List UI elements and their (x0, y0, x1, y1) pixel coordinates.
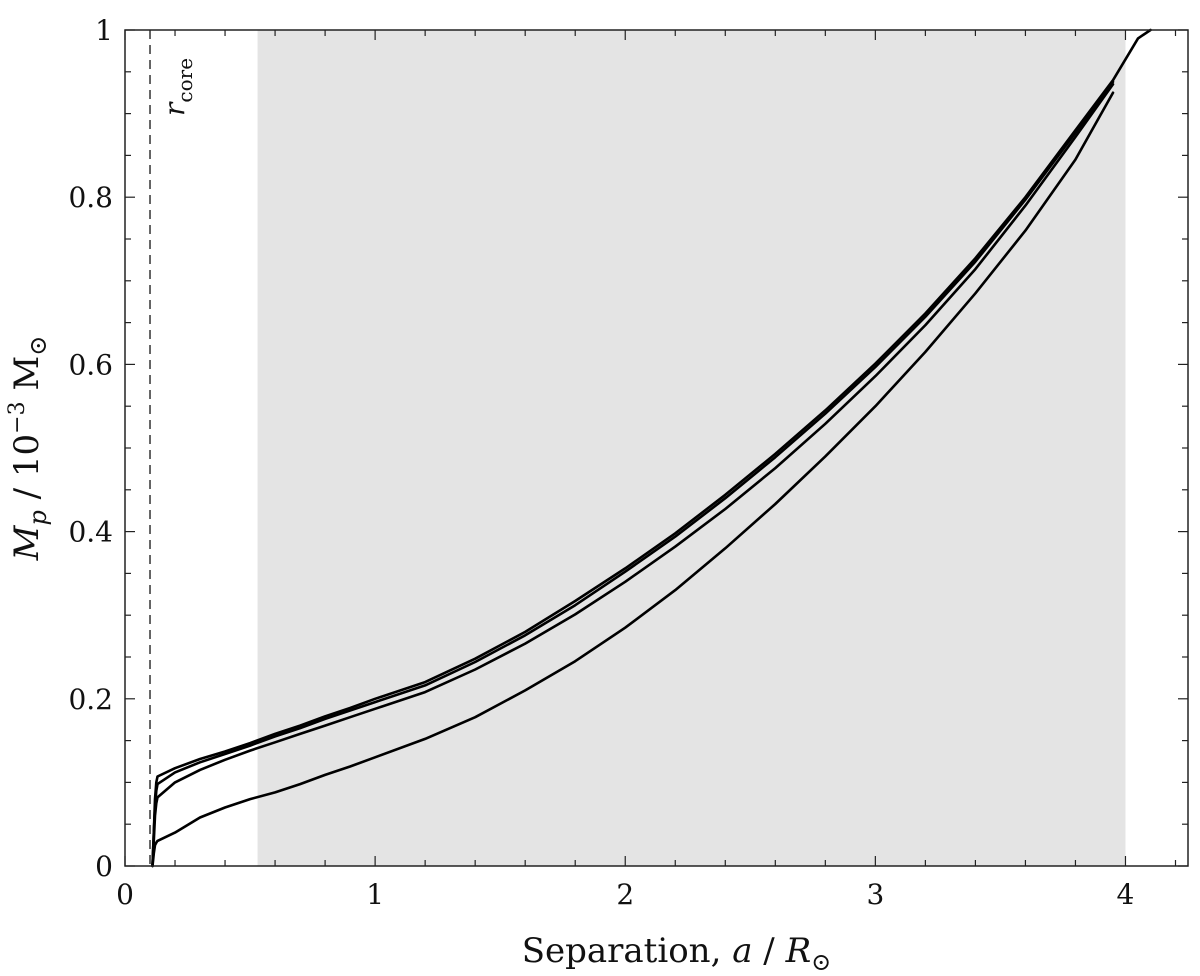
y-tick-label: 0.2 (68, 683, 113, 716)
y-tick-label: 0.8 (68, 181, 113, 214)
y-tick-label: 0.6 (68, 348, 113, 381)
core-radius-label: rcore (158, 58, 197, 116)
x-tick-label: 4 (1117, 878, 1135, 911)
series-line-2 (151, 80, 1115, 868)
series-line-1 (151, 28, 1152, 868)
x-tick-label: 0 (116, 878, 134, 911)
x-tick-label: 1 (366, 878, 384, 911)
shaded-region-layer (257, 30, 1126, 866)
x-tick-label: 3 (866, 878, 884, 911)
y-tick-label: 1 (95, 14, 113, 47)
x-tick-label: 2 (616, 878, 634, 911)
y-tick-layer: 0 0.2 0.4 0.6 0.8 1 (68, 14, 1188, 883)
x-axis-title: Separation, a / R⊙ (522, 931, 832, 976)
y-tick-label: 0 (95, 850, 113, 883)
y-axis-title: Mp / 10−3 M⊙ (5, 336, 52, 562)
series-layer (151, 28, 1152, 868)
shaded-region (257, 30, 1126, 866)
series-line-3 (151, 83, 1115, 868)
y-tick-label: 0.4 (68, 516, 113, 549)
series-line-4 (151, 91, 1115, 868)
x-tick-layer: 0 1 2 3 4 (116, 30, 1177, 911)
